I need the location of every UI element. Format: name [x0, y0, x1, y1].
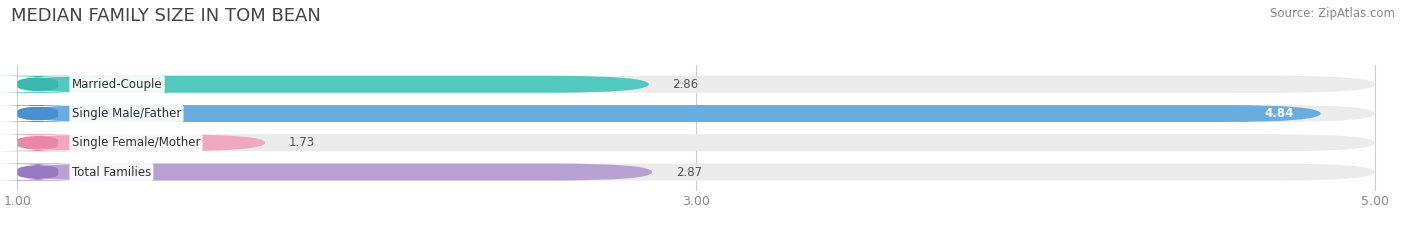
Text: Source: ZipAtlas.com: Source: ZipAtlas.com: [1270, 7, 1395, 20]
FancyBboxPatch shape: [17, 105, 1320, 122]
Text: 4.84: 4.84: [1264, 107, 1294, 120]
Text: 2.87: 2.87: [676, 165, 702, 178]
Text: 1.73: 1.73: [290, 136, 315, 149]
FancyBboxPatch shape: [0, 105, 86, 122]
FancyBboxPatch shape: [17, 105, 1375, 122]
FancyBboxPatch shape: [17, 164, 1375, 181]
Text: 2.86: 2.86: [672, 78, 699, 91]
FancyBboxPatch shape: [0, 134, 86, 151]
Text: Married-Couple: Married-Couple: [72, 78, 162, 91]
FancyBboxPatch shape: [17, 76, 648, 93]
Text: Single Male/Father: Single Male/Father: [72, 107, 181, 120]
Text: Single Female/Mother: Single Female/Mother: [72, 136, 200, 149]
FancyBboxPatch shape: [17, 164, 652, 181]
FancyBboxPatch shape: [17, 134, 1375, 151]
FancyBboxPatch shape: [17, 76, 1375, 93]
Text: MEDIAN FAMILY SIZE IN TOM BEAN: MEDIAN FAMILY SIZE IN TOM BEAN: [11, 7, 321, 25]
FancyBboxPatch shape: [0, 76, 86, 93]
Text: Total Families: Total Families: [72, 165, 150, 178]
FancyBboxPatch shape: [0, 164, 86, 181]
FancyBboxPatch shape: [17, 134, 266, 151]
